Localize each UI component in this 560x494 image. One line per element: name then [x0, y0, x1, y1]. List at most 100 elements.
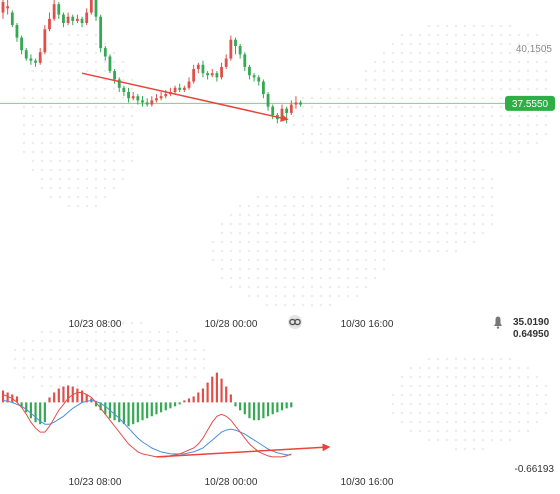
- map-dot: [409, 51, 413, 55]
- map-dot: [256, 213, 260, 217]
- map-dot: [22, 87, 26, 91]
- map-dot: [49, 195, 53, 199]
- map-dot: [490, 87, 494, 91]
- map-dot: [121, 384, 125, 388]
- map-dot: [481, 105, 485, 109]
- candle-body: [271, 106, 275, 115]
- map-dot: [391, 186, 395, 190]
- map-dot: [301, 303, 305, 307]
- map-dot: [490, 132, 494, 136]
- map-dot: [391, 177, 395, 181]
- map-dot: [49, 339, 53, 343]
- map-dot: [481, 429, 485, 433]
- map-dot: [94, 339, 98, 343]
- map-dot: [382, 249, 386, 253]
- map-dot: [355, 132, 359, 136]
- map-dot: [355, 258, 359, 262]
- map-dot: [157, 339, 161, 343]
- map-dot: [364, 69, 368, 73]
- map-dot: [382, 114, 386, 118]
- map-dot: [193, 348, 197, 352]
- map-dot: [76, 339, 80, 343]
- map-dot: [292, 294, 296, 298]
- map-dot: [49, 132, 53, 136]
- map-dot: [472, 33, 476, 37]
- map-dot: [22, 339, 26, 343]
- macd-bar: [173, 402, 177, 407]
- map-dot: [85, 195, 89, 199]
- map-dot: [220, 276, 224, 280]
- map-dot: [436, 420, 440, 424]
- map-dot: [283, 276, 287, 280]
- macd-bar: [76, 388, 79, 403]
- map-dot: [535, 375, 539, 379]
- candle-body: [113, 71, 116, 80]
- map-dot: [274, 249, 278, 253]
- map-dot: [535, 420, 539, 424]
- map-dot: [49, 330, 53, 334]
- map-dot: [418, 402, 422, 406]
- map-dot: [409, 105, 413, 109]
- map-dot: [535, 402, 539, 406]
- map-dot: [454, 411, 458, 415]
- map-dot: [58, 132, 62, 136]
- map-dot: [436, 249, 440, 253]
- map-dot: [445, 249, 449, 253]
- map-dot: [454, 249, 458, 253]
- map-dot: [463, 438, 467, 442]
- map-dot: [427, 132, 431, 136]
- map-dot: [373, 240, 377, 244]
- map-dot: [67, 105, 71, 109]
- macd-bar: [271, 402, 274, 415]
- map-dot: [58, 123, 62, 127]
- map-dot: [94, 195, 98, 199]
- map-dot: [436, 24, 440, 28]
- map-dot: [544, 87, 548, 91]
- map-dot: [121, 339, 125, 343]
- map-dot: [157, 348, 161, 352]
- map-dot: [94, 177, 98, 181]
- alert-button[interactable]: 35.0190: [494, 316, 550, 329]
- candle-body: [66, 16, 70, 23]
- map-dot: [67, 168, 71, 172]
- map-dot: [445, 375, 449, 379]
- map-dot: [337, 285, 341, 289]
- map-dot: [382, 177, 386, 181]
- macd-bar: [215, 372, 218, 403]
- map-dot: [490, 123, 494, 127]
- map-dot: [103, 78, 107, 82]
- map-dot: [490, 69, 494, 73]
- map-dot: [94, 33, 98, 37]
- map-dot: [40, 168, 44, 172]
- map-dot: [94, 348, 98, 352]
- map-dot: [157, 366, 161, 370]
- map-dot: [58, 60, 62, 64]
- time-toggle-button[interactable]: [288, 315, 302, 329]
- map-dot: [238, 240, 242, 244]
- map-dot: [346, 195, 350, 199]
- map-dot: [346, 114, 350, 118]
- map-dot: [40, 123, 44, 127]
- map-dot: [517, 69, 521, 73]
- map-dot: [382, 60, 386, 64]
- map-dot: [373, 78, 377, 82]
- map-dot: [346, 240, 350, 244]
- map-dot: [472, 78, 476, 82]
- map-dot: [355, 222, 359, 226]
- map-dot: [409, 69, 413, 73]
- map-dot: [364, 267, 368, 271]
- map-dot: [400, 168, 404, 172]
- map-dot: [220, 231, 224, 235]
- map-dot: [391, 78, 395, 82]
- map-dot: [463, 231, 467, 235]
- map-dot: [49, 375, 53, 379]
- map-dot: [436, 357, 440, 361]
- map-dot: [319, 267, 323, 271]
- map-dot: [319, 204, 323, 208]
- map-dot: [67, 69, 71, 73]
- macd-bar: [253, 402, 256, 421]
- map-dot: [40, 114, 44, 118]
- macd-bar: [257, 402, 260, 421]
- map-dot: [454, 240, 458, 244]
- map-dot: [409, 60, 413, 64]
